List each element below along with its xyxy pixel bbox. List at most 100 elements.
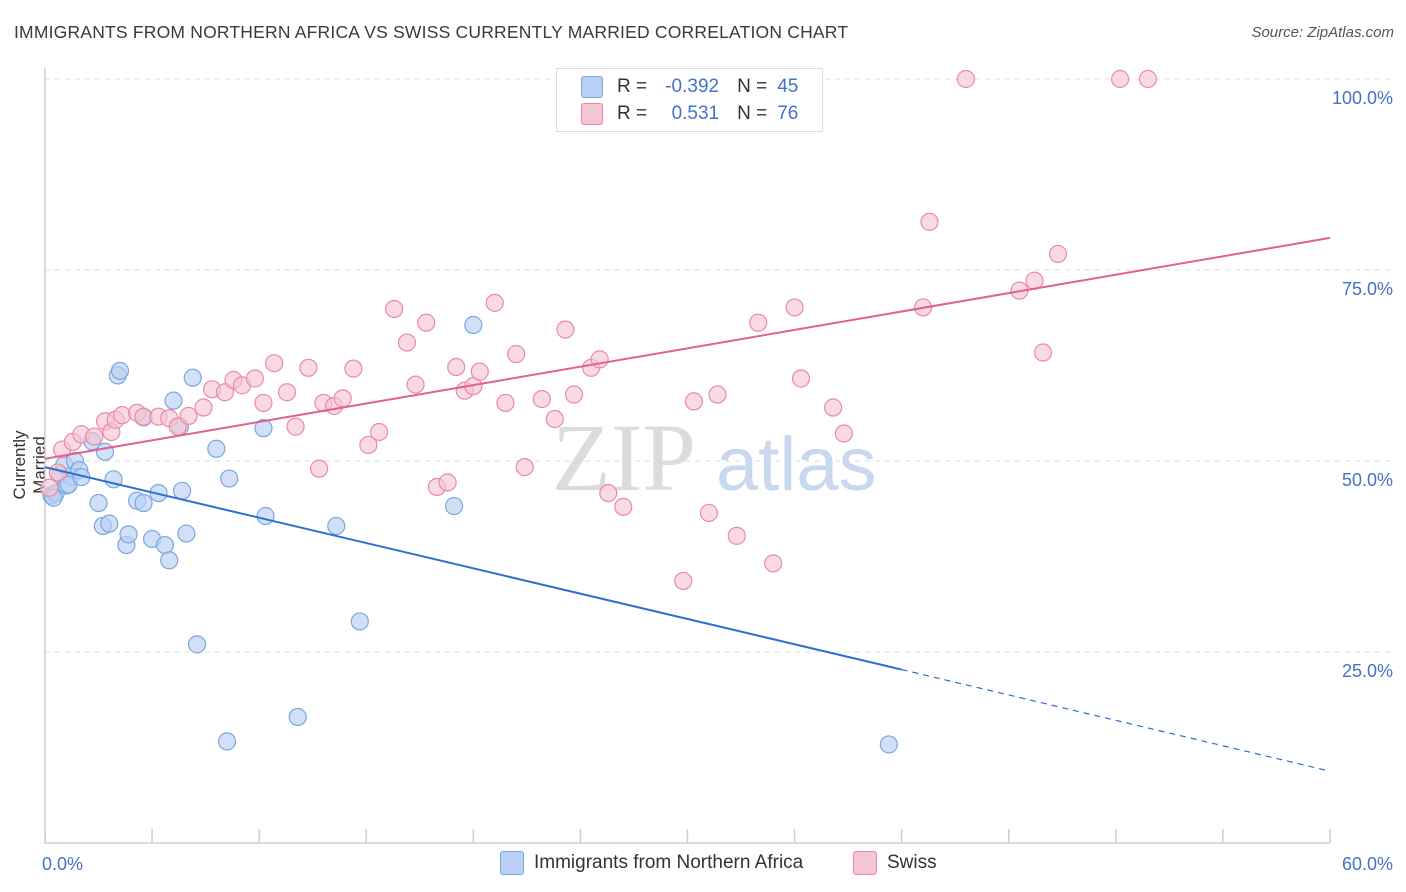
source-label: Source: ZipAtlas.com — [1251, 24, 1394, 41]
point-swiss — [470, 362, 489, 381]
n-value: 45 — [777, 76, 799, 97]
legend-swatch-pink — [853, 851, 877, 875]
r-value: -0.392 — [665, 76, 720, 97]
y-tick-label: 25.0% — [1342, 661, 1393, 681]
point-immigrants — [160, 551, 179, 570]
point-swiss — [556, 320, 575, 339]
watermark-zip: ZIP — [552, 404, 696, 511]
point-swiss — [277, 383, 297, 402]
n-label: N = — [737, 103, 768, 124]
x-tick-label: 60.0% — [1342, 854, 1393, 874]
stats-row-blue: R = -0.392 N = 45 — [557, 74, 798, 100]
n-value: 76 — [777, 103, 799, 124]
point-immigrants — [177, 524, 196, 543]
trendline-immigrants-extrapolated — [901, 668, 1331, 772]
point-swiss — [614, 497, 633, 516]
y-tick-label: 75.0% — [1342, 279, 1393, 299]
point-swiss — [515, 458, 534, 477]
point-swiss — [397, 333, 417, 352]
trendline-immigrants — [44, 466, 902, 671]
point-immigrants — [119, 525, 138, 544]
point-immigrants — [444, 496, 464, 516]
point-swiss — [40, 478, 59, 497]
point-swiss — [564, 385, 584, 404]
y-tick-label: 100.0% — [1332, 88, 1393, 108]
n-label: N = — [737, 76, 768, 97]
point-swiss — [785, 298, 804, 317]
pink-swatch — [581, 103, 603, 125]
point-immigrants — [134, 493, 153, 513]
point-swiss — [1111, 69, 1130, 89]
point-swiss — [370, 422, 389, 442]
point-swiss — [727, 526, 746, 545]
legend-item-swiss[interactable]: Swiss — [853, 851, 937, 875]
point-immigrants — [464, 315, 483, 335]
point-swiss — [684, 392, 704, 411]
point-immigrants — [220, 469, 239, 488]
point-swiss — [545, 409, 564, 429]
point-swiss — [1025, 271, 1044, 290]
point-immigrants — [254, 419, 273, 438]
point-swiss — [1048, 244, 1068, 264]
point-swiss — [1033, 343, 1053, 362]
point-swiss — [333, 389, 352, 408]
point-swiss — [920, 212, 939, 231]
blue-swatch — [581, 76, 603, 98]
trendline-swiss — [44, 236, 1331, 460]
point-swiss — [359, 435, 378, 455]
point-swiss — [824, 398, 843, 417]
point-swiss — [507, 344, 526, 364]
point-immigrants — [327, 516, 346, 536]
point-swiss — [447, 357, 466, 377]
point-immigrants — [89, 493, 108, 513]
stats-row-pink: R = 0.531 N = 76 — [557, 101, 798, 127]
point-swiss — [599, 483, 618, 503]
point-immigrants — [172, 481, 192, 500]
legend-swatch-blue — [500, 851, 524, 875]
point-swiss — [194, 398, 213, 417]
point-swiss — [310, 459, 329, 478]
point-swiss — [299, 358, 318, 377]
point-swiss — [699, 503, 719, 523]
stats-box: R = -0.392 N = 45 R = 0.531 N = 76 — [556, 68, 823, 132]
point-swiss — [956, 69, 976, 89]
point-immigrants — [183, 368, 202, 387]
point-immigrants — [879, 735, 898, 754]
point-swiss — [708, 385, 727, 404]
point-swiss — [344, 359, 363, 378]
point-immigrants — [217, 732, 237, 751]
point-swiss — [85, 427, 104, 446]
x-tick-label: 0.0% — [42, 854, 83, 874]
point-swiss — [406, 375, 425, 394]
point-swiss — [384, 299, 404, 319]
chart-title: IMMIGRANTS FROM NORTHERN AFRICA VS SWISS… — [14, 22, 849, 42]
point-immigrants — [100, 514, 119, 533]
point-immigrants — [207, 439, 226, 458]
y-tick-label: 50.0% — [1342, 470, 1393, 490]
r-label: R = — [617, 103, 648, 124]
point-swiss — [245, 369, 264, 388]
point-swiss — [496, 393, 515, 413]
point-swiss — [265, 354, 284, 373]
point-immigrants — [187, 635, 207, 654]
point-swiss — [254, 393, 273, 413]
point-swiss — [438, 473, 457, 492]
legend: Immigrants from Northern Africa Swiss — [0, 851, 1406, 879]
point-immigrants — [110, 361, 130, 380]
r-label: R = — [617, 76, 648, 97]
r-value: 0.531 — [671, 103, 720, 124]
legend-item-immigrants[interactable]: Immigrants from Northern Africa — [500, 851, 803, 875]
point-immigrants — [256, 506, 275, 526]
point-immigrants — [164, 391, 183, 410]
point-swiss — [1138, 69, 1158, 89]
point-swiss — [674, 571, 693, 591]
point-swiss — [179, 406, 198, 426]
point-swiss — [417, 313, 436, 332]
point-swiss — [286, 417, 305, 436]
point-immigrants — [288, 707, 307, 727]
point-swiss — [749, 313, 768, 332]
legend-label: Swiss — [887, 852, 937, 873]
point-immigrants — [155, 535, 175, 555]
point-immigrants — [95, 442, 115, 461]
